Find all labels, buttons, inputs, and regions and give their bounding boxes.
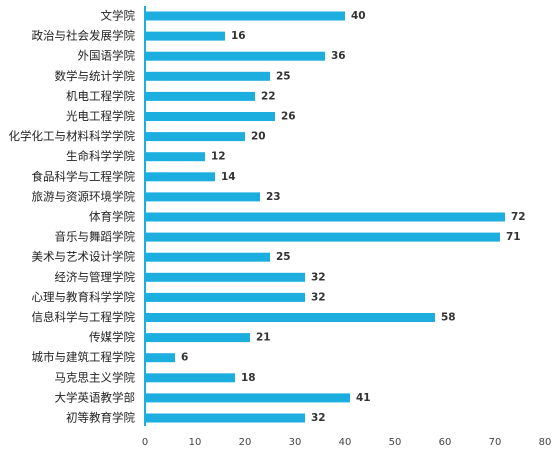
category-label: 信息科学与工程学院	[32, 310, 136, 324]
category-label: 外国语学院	[78, 49, 136, 63]
category-label: 数学与统计学院	[55, 69, 136, 83]
bar	[145, 373, 235, 383]
category-label: 经济与管理学院	[55, 270, 136, 284]
data-label: 6	[181, 352, 188, 364]
bar	[145, 333, 250, 343]
bar	[145, 71, 270, 81]
bar	[145, 252, 270, 262]
bar	[145, 292, 305, 302]
category-label: 美术与艺术设计学院	[32, 250, 136, 264]
bar	[145, 132, 245, 142]
category-label: 光电工程学院	[66, 109, 135, 123]
data-label: 14	[221, 171, 236, 183]
data-label: 32	[311, 412, 326, 424]
x-tick-label: 20	[239, 437, 252, 448]
bar	[145, 272, 305, 282]
bar	[145, 192, 260, 202]
bar	[145, 413, 305, 423]
data-label: 12	[211, 151, 226, 163]
category-label: 食品科学与工程学院	[32, 169, 136, 183]
bar	[145, 212, 505, 222]
x-tick-label: 0	[142, 437, 148, 448]
x-tick-label: 40	[339, 437, 352, 448]
data-label: 18	[241, 372, 256, 384]
bar	[145, 112, 275, 121]
data-label: 22	[261, 90, 276, 102]
data-label: 20	[251, 131, 266, 143]
category-label: 城市与建筑工程学院	[32, 350, 136, 364]
data-label: 41	[356, 392, 371, 404]
bar	[145, 31, 225, 41]
x-tick-label: 10	[189, 437, 202, 448]
data-label: 72	[511, 211, 526, 223]
x-tick-label: 60	[439, 437, 452, 448]
category-label: 初等教育学院	[66, 411, 135, 425]
bar	[145, 152, 205, 162]
data-label: 71	[506, 231, 521, 243]
category-label: 生命科学学院	[66, 149, 135, 163]
category-label: 旅游与资源环境学院	[32, 189, 136, 203]
data-label: 25	[276, 70, 291, 82]
bar	[145, 353, 175, 363]
data-label: 16	[231, 30, 246, 42]
category-label: 音乐与舞蹈学院	[55, 230, 136, 244]
category-label: 传媒学院	[89, 330, 135, 344]
data-label: 25	[276, 251, 291, 263]
bar	[145, 393, 350, 403]
category-label: 体育学院	[89, 210, 135, 224]
bar	[145, 11, 345, 21]
data-label: 36	[331, 50, 346, 62]
category-label: 政治与社会发展学院	[32, 29, 136, 43]
bar	[145, 91, 255, 101]
data-label: 58	[441, 312, 456, 324]
x-tick-label: 50	[389, 437, 402, 448]
data-label: 32	[311, 291, 326, 303]
category-label: 大学英语教学部	[55, 390, 136, 404]
data-label: 21	[256, 332, 271, 344]
category-label: 机电工程学院	[66, 89, 135, 103]
category-label: 心理与教育科学学院	[32, 290, 136, 304]
x-tick-label: 30	[289, 437, 302, 448]
category-label: 化学化工与材料科学学院	[9, 129, 136, 143]
bar	[145, 313, 435, 322]
bar	[145, 172, 215, 182]
data-label: 26	[281, 111, 296, 123]
bar	[145, 232, 500, 242]
data-label: 23	[266, 191, 281, 203]
category-label: 马克思主义学院	[55, 370, 136, 384]
category-label: 文学院	[101, 9, 136, 23]
data-label: 32	[311, 271, 326, 283]
x-tick-label: 80	[539, 437, 552, 448]
x-tick-label: 70	[489, 437, 502, 448]
bar	[145, 51, 325, 61]
data-label: 40	[351, 10, 366, 22]
